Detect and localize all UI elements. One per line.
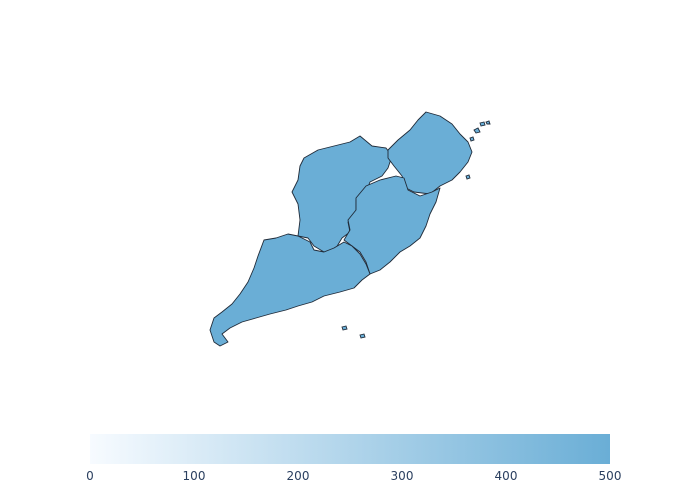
island-1 bbox=[341, 325, 348, 331]
colorbar-ticks: 0 100 200 300 400 500 bbox=[86, 469, 621, 483]
colorbar: 0 100 200 300 400 500 bbox=[86, 434, 621, 483]
colorbar-tick-label: 0 bbox=[86, 469, 94, 483]
map-plot-area[interactable] bbox=[209, 111, 491, 347]
colorbar-tick-label: 300 bbox=[391, 469, 414, 483]
colorbar-gradient bbox=[90, 434, 610, 464]
island-3 bbox=[473, 127, 481, 134]
island-6 bbox=[469, 136, 475, 142]
region-guangdong[interactable] bbox=[209, 233, 371, 347]
island-4 bbox=[479, 121, 486, 127]
colorbar-tick-label: 200 bbox=[287, 469, 310, 483]
region-fujian[interactable] bbox=[343, 175, 441, 275]
colorbar-tick-label: 100 bbox=[183, 469, 206, 483]
island-2 bbox=[359, 333, 366, 339]
colorbar-tick-label: 500 bbox=[599, 469, 622, 483]
island-7 bbox=[465, 174, 471, 180]
island-5 bbox=[485, 120, 491, 125]
colorbar-tick-label: 400 bbox=[495, 469, 518, 483]
